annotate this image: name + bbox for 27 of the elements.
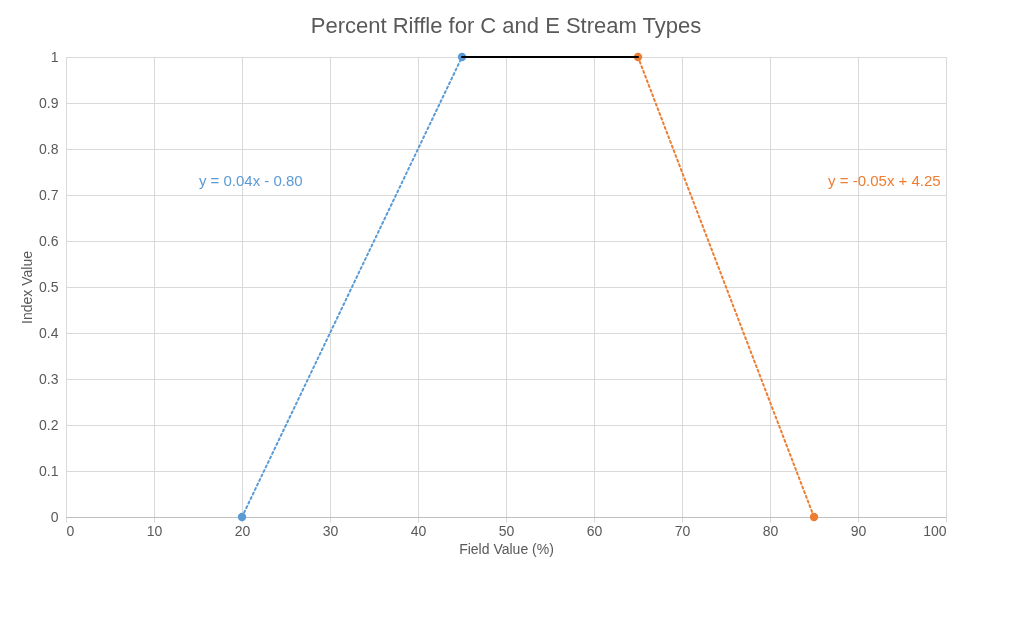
y-tick-label: 0.8 [39, 140, 59, 157]
x-tick-label: 50 [498, 522, 515, 539]
x-tick-label: 100 [923, 522, 947, 539]
x-axis-title: Field Value (%) [459, 540, 554, 557]
annotation: y = 0.04x - 0.80 [198, 172, 303, 190]
x-tick-label: 30 [322, 522, 339, 539]
x-tick-label: 10 [146, 522, 163, 539]
chart-title: Percent Riffle for C and E Stream Types [310, 13, 702, 38]
x-tick-label: 60 [586, 522, 603, 539]
x-tick-label: 20 [234, 522, 251, 539]
annotation: y = -0.05x + 4.25 [828, 172, 941, 190]
y-tick-label: 1 [50, 48, 59, 65]
y-tick-label: 0 [50, 508, 59, 525]
y-tick-label: 0.2 [39, 416, 59, 433]
y-tick-label: 0.6 [39, 232, 59, 249]
x-tick-label: 40 [410, 522, 427, 539]
y-tick-label: 0.5 [39, 278, 59, 295]
x-tick-label: 0 [66, 522, 75, 539]
x-tick-label: 70 [674, 522, 691, 539]
x-tick-label: 90 [850, 522, 867, 539]
y-tick-label: 0.9 [39, 94, 59, 111]
y-tick-label: 0.1 [39, 462, 59, 479]
y-axis-title: Index Value [19, 250, 36, 324]
y-tick-label: 0.3 [39, 370, 59, 387]
y-tick-label: 0.4 [39, 324, 59, 341]
y-tick-label: 0.7 [39, 186, 59, 203]
x-tick-label: 80 [762, 522, 779, 539]
